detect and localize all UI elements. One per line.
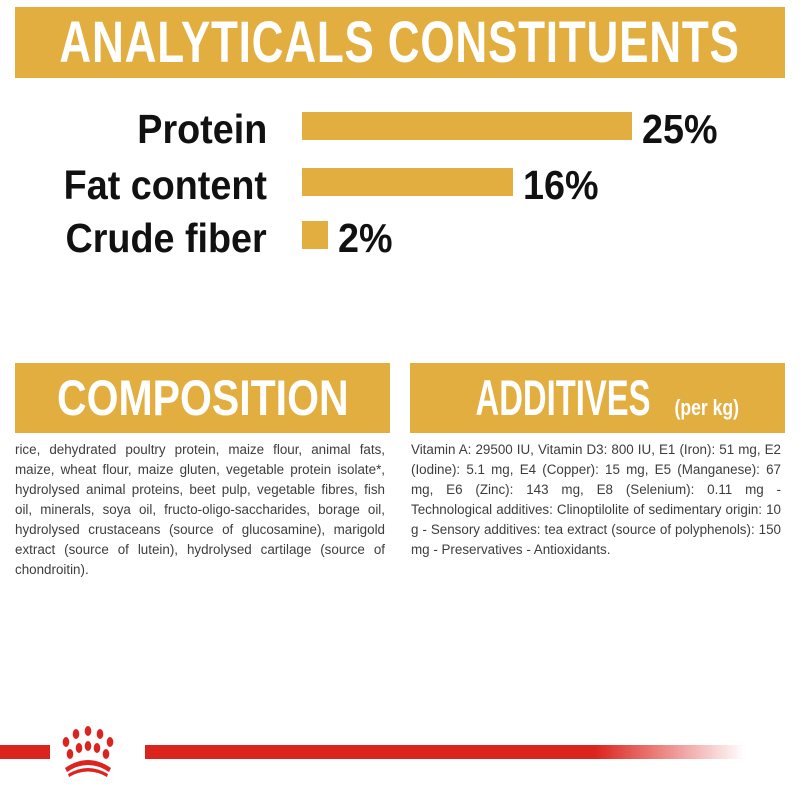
nutrient-bar — [302, 168, 514, 196]
nutrient-row-protein: Protein 25% — [0, 106, 800, 152]
analytical-constituents-header: ANALYTICALS CONSTITUENTS — [15, 7, 785, 78]
nutrient-label: Crude fiber — [65, 215, 267, 261]
additives-title-group: ADDITIVES (per kg) — [456, 369, 739, 427]
additives-header: ADDITIVES (per kg) — [410, 363, 785, 433]
nutrient-label: Fat content — [63, 162, 267, 208]
nutrient-row-fat: Fat content 16% — [0, 162, 800, 208]
nutrient-row-fiber: Crude fiber 2% — [0, 215, 800, 261]
composition-text: rice, dehydrated poultry protein, maize … — [15, 442, 385, 577]
analytical-title: ANALYTICALS CONSTITUENTS — [59, 10, 741, 75]
nutrient-bar — [302, 112, 632, 140]
composition-title: COMPOSITION — [56, 370, 349, 426]
nutrient-label: Protein — [137, 106, 267, 152]
royal-canin-crown-logo — [62, 726, 114, 777]
nutrient-bar — [302, 221, 329, 249]
additives-subtitle: (per kg) — [674, 395, 739, 420]
additives-title: ADDITIVES — [475, 370, 651, 426]
composition-header: COMPOSITION — [15, 363, 390, 433]
nutrient-value: 2% — [338, 215, 393, 261]
nutrient-value: 25% — [642, 106, 718, 152]
nutrient-value: 16% — [523, 162, 599, 208]
footer-red-line-left — [0, 745, 50, 759]
footer-red-line-right — [145, 745, 745, 759]
additives-text: Vitamin A: 29500 IU, Vitamin D3: 800 IU,… — [411, 442, 781, 557]
